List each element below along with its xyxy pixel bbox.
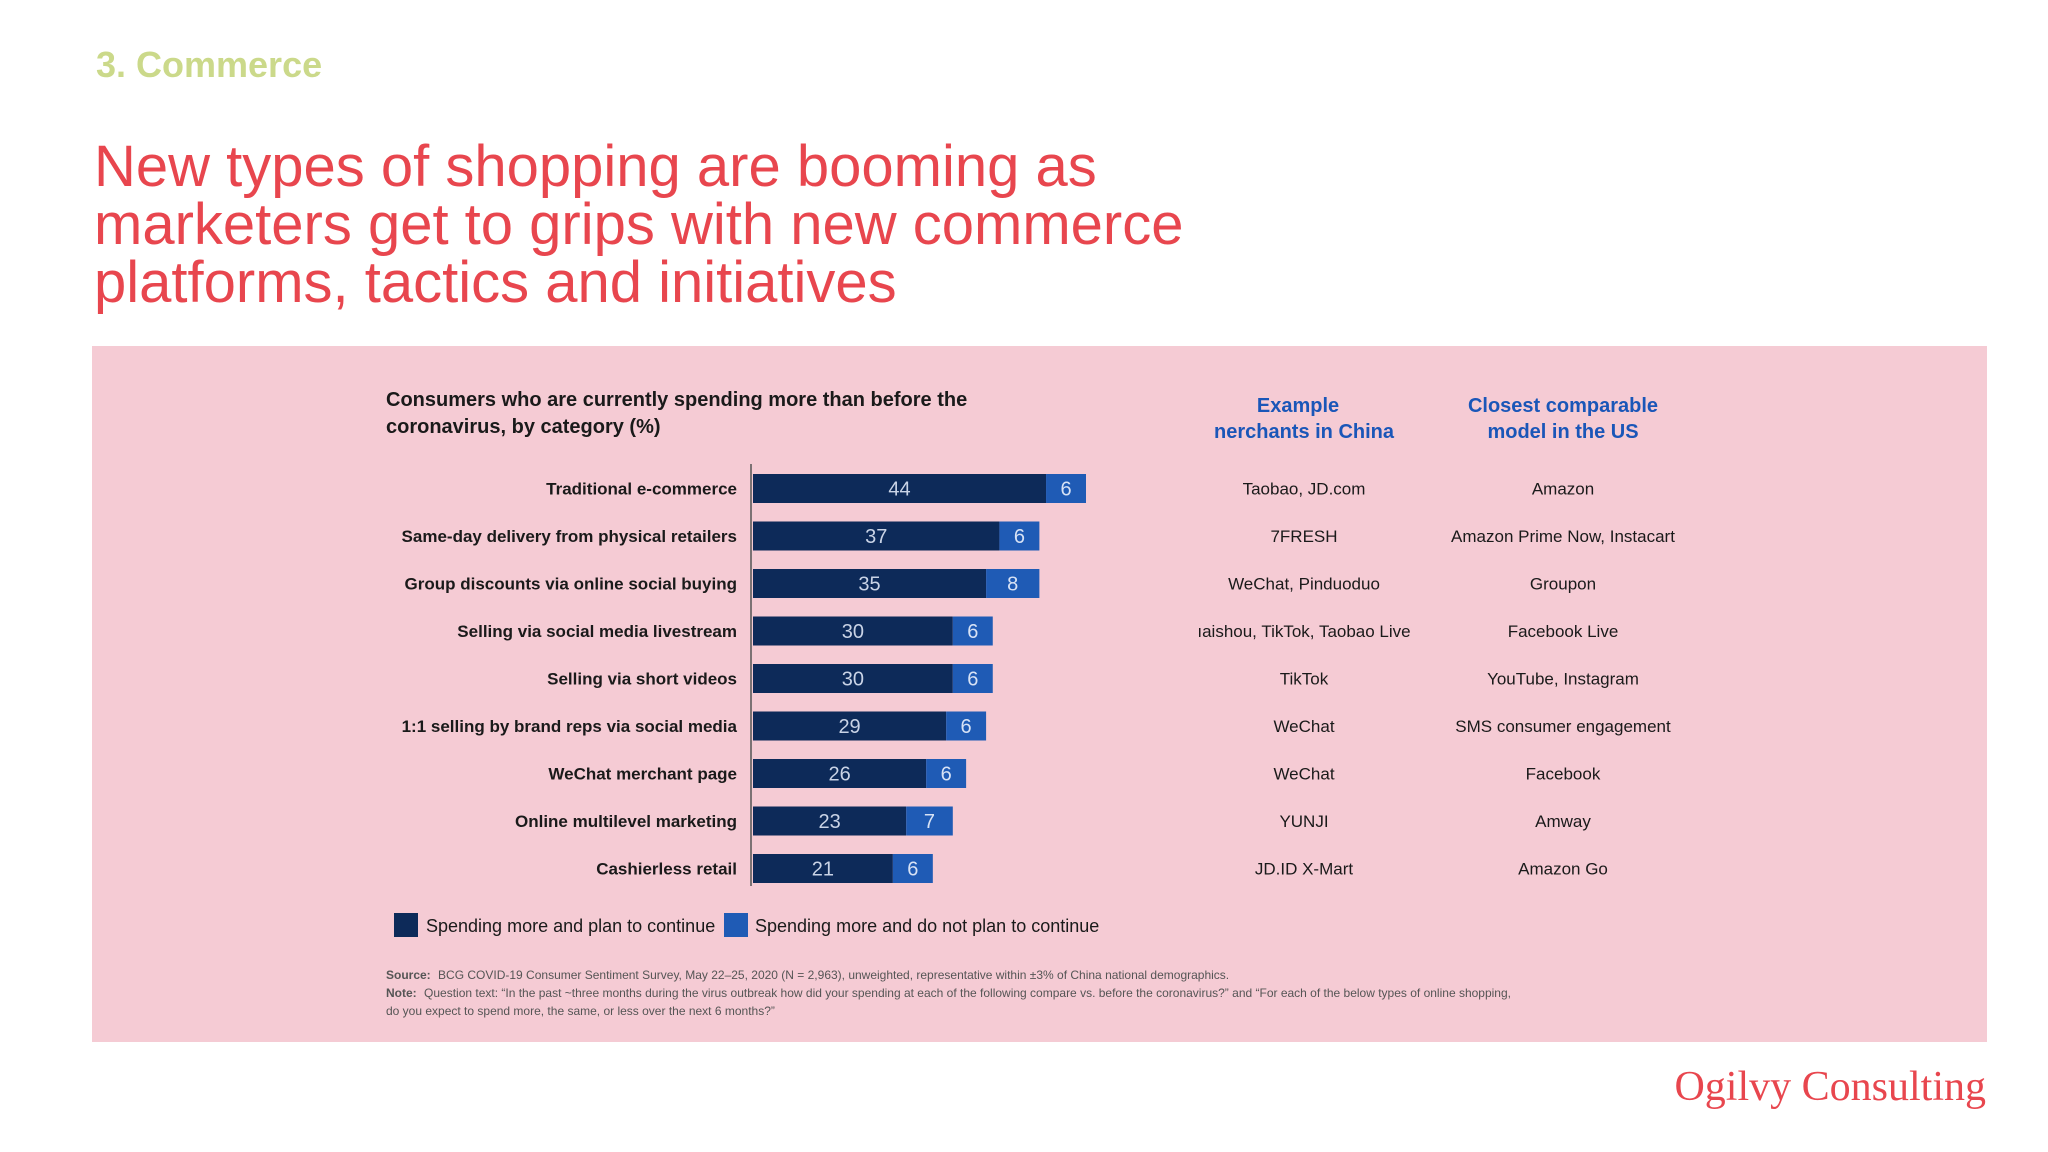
bar-not-continue: [1046, 474, 1086, 503]
section-label: 3. Commerce: [96, 44, 323, 85]
page-title-line-2: marketers get to grips with new commerce: [94, 192, 1184, 257]
data-label-not-continue: 8: [1007, 574, 1018, 596]
page-title-line-1: New types of shopping are booming as: [94, 134, 1097, 199]
bar-not-continue: [946, 711, 987, 741]
bar-continue: [753, 521, 1000, 551]
bar-continue: [753, 474, 1047, 503]
china-merchant-cell: Taobao, JD.com: [1243, 480, 1366, 499]
us-model-cell: SMS consumer engagement: [1455, 717, 1671, 736]
category-label: 1:1 selling by brand reps via social med…: [402, 717, 738, 736]
us-model-cell: Facebook: [1526, 765, 1601, 784]
legend-label-continue: Spending more and plan to continue: [426, 916, 715, 936]
bar-not-continue: [952, 664, 993, 693]
footnote-note-line-2: do you expect to spend more, the same, o…: [386, 1004, 775, 1018]
category-label: Selling via social media livestream: [457, 622, 737, 641]
chart-panel: Consumers who are currently spending mor…: [92, 346, 1987, 1042]
category-label: WeChat merchant page: [548, 765, 737, 784]
data-label-not-continue: 7: [924, 811, 935, 833]
us-model-cell: Groupon: [1530, 575, 1596, 594]
chart-title-line-2: coronavirus, by category (%): [386, 416, 661, 438]
us-column-header-line-1: Closest comparable: [1468, 395, 1658, 417]
chart-legend: Spending more and plan to continue Spend…: [394, 913, 1099, 937]
bar-continue: [753, 806, 907, 836]
us-model-cell: Amazon Go: [1518, 860, 1608, 879]
china-merchant-cell: WeChat: [1273, 765, 1334, 784]
category-label: Online multilevel marketing: [515, 812, 737, 831]
stacked-bar-chart: Consumers who are currently spending mor…: [386, 389, 1675, 1018]
footnote-source-text: BCG COVID-19 Consumer Sentiment Survey, …: [438, 968, 1229, 982]
data-label-continue: 30: [842, 669, 864, 691]
china-merchant-cell: YUNJI: [1279, 812, 1328, 831]
bar-continue: [753, 569, 987, 598]
data-label-not-continue: 6: [967, 621, 978, 643]
bar-continue: [753, 711, 947, 741]
china-merchant-cell: TikTok: [1280, 670, 1329, 689]
china-merchant-cell: WeChat: [1273, 717, 1334, 736]
bar-not-continue: [999, 521, 1040, 551]
us-model-cell: Amazon Prime Now, Instacart: [1451, 527, 1675, 546]
data-label-not-continue: 6: [1014, 526, 1025, 548]
data-label-continue: 29: [838, 716, 860, 738]
data-label-continue: 35: [858, 574, 880, 596]
us-model-cell: Facebook Live: [1508, 622, 1619, 641]
chart-title-line-1: Consumers who are currently spending mor…: [386, 389, 967, 411]
chart-rows: Traditional e-commerce 44 6 Taobao, JD.com A…: [402, 474, 1675, 883]
brand-logo: Ogilvy Consulting: [1674, 1064, 1986, 1110]
footnote-note-text: Question text: “In the past ~three month…: [424, 986, 1511, 1000]
data-label-continue: 23: [818, 811, 840, 833]
data-label-not-continue: 6: [941, 764, 952, 786]
data-label-not-continue: 6: [961, 716, 972, 738]
china-column-header-line-1: Example: [1257, 395, 1339, 417]
bar-not-continue: [986, 569, 1040, 598]
bar-not-continue: [892, 854, 933, 883]
bar-not-continue: [926, 759, 967, 788]
data-label-continue: 26: [828, 764, 850, 786]
legend-label-not-continue: Spending more and do not plan to continu…: [755, 916, 1099, 936]
bar-continue: [753, 759, 927, 788]
china-merchant-cell: 7FRESH: [1270, 527, 1337, 546]
legend-swatch-not-continue: [724, 913, 748, 937]
category-label: Group discounts via online social buying: [405, 575, 738, 594]
data-label-continue: 37: [865, 526, 887, 548]
category-label: Cashierless retail: [596, 860, 737, 879]
china-merchant-cell: ıaishou, TikTok, Taobao Live: [1197, 622, 1410, 641]
china-column-header-line-2: nerchants in China: [1214, 421, 1395, 443]
page-title: New types of shopping are booming as mar…: [94, 138, 1394, 312]
bar-not-continue: [952, 616, 993, 646]
category-label: Traditional e-commerce: [546, 480, 737, 499]
data-label-continue: 44: [888, 479, 910, 501]
legend-swatch-continue: [394, 913, 418, 937]
footnote-note-label: Note:: [386, 986, 417, 1000]
page-title-line-3: platforms, tactics and initiatives: [94, 250, 897, 315]
data-label-continue: 30: [842, 621, 864, 643]
bar-continue: [753, 664, 953, 693]
footnote-note: Note: Question text: “In the past ~three…: [386, 986, 1511, 1000]
data-label-not-continue: 6: [967, 669, 978, 691]
china-merchant-cell: WeChat, Pinduoduo: [1228, 575, 1380, 594]
us-model-cell: Amazon: [1532, 480, 1594, 499]
data-label-not-continue: 6: [907, 859, 918, 881]
footnote-source-label: Source:: [386, 968, 431, 982]
bar-not-continue: [906, 806, 953, 836]
us-column-header-line-2: model in the US: [1487, 421, 1638, 443]
bar-continue: [753, 854, 893, 883]
category-label: Same-day delivery from physical retailer…: [402, 527, 737, 546]
category-label: Selling via short videos: [547, 670, 737, 689]
us-model-cell: Amway: [1535, 812, 1591, 831]
data-label-not-continue: 6: [1060, 479, 1071, 501]
bar-continue: [753, 616, 953, 646]
data-label-continue: 21: [812, 859, 834, 881]
footnote-source: Source: BCG COVID-19 Consumer Sentiment …: [386, 968, 1229, 982]
us-model-cell: YouTube, Instagram: [1487, 670, 1639, 689]
china-merchant-cell: JD.ID X-Mart: [1255, 860, 1354, 879]
